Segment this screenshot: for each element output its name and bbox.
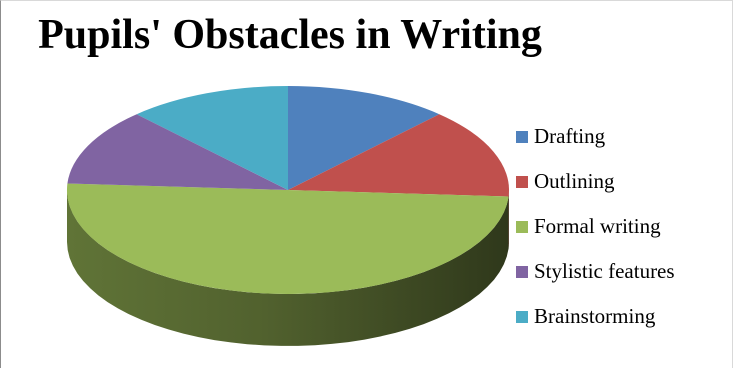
legend-label-stylistic-features: Stylistic features [534, 259, 675, 283]
legend-label-brainstorming: Brainstorming [534, 304, 656, 328]
pie-slice-drafting [288, 86, 440, 190]
chart-title: Pupils' Obstacles in Writing [38, 12, 542, 58]
legend-swatch-outlining [516, 175, 528, 188]
pie-slice-outlining [288, 114, 510, 197]
legend-label-formal-writing: Formal writing [534, 214, 661, 238]
legend-label-outlining: Outlining [534, 169, 615, 193]
pie-slice-formal-writing [66, 183, 509, 294]
legend-swatch-drafting [516, 130, 528, 143]
legend-item-stylistic-features: Stylistic features [516, 259, 728, 283]
pie-side-formal-writing [67, 190, 509, 346]
legend-item-formal-writing: Formal writing [516, 214, 728, 238]
pie-slice-brainstorming [136, 86, 288, 190]
legend-swatch-brainstorming [516, 310, 528, 323]
legend-swatch-stylistic-features [516, 265, 528, 278]
legend-swatch-formal-writing [516, 220, 528, 233]
pie-slice-stylistic-features [67, 114, 289, 190]
legend-item-outlining: Outlining [516, 169, 728, 193]
legend-item-brainstorming: Brainstorming [516, 304, 728, 328]
legend-item-drafting: Drafting [516, 124, 728, 148]
legend-label-drafting: Drafting [534, 124, 606, 148]
legend: Drafting Outlining Formal writing Stylistic… [516, 124, 728, 350]
